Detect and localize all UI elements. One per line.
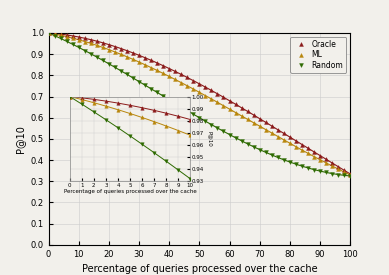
Random: [348, 174, 352, 178]
X-axis label: Percentage of queries processed over the cache: Percentage of queries processed over the…: [64, 189, 196, 194]
ML: [348, 173, 352, 177]
Random: [245, 142, 250, 145]
Legend: Oracle, ML, Random: Oracle, ML, Random: [290, 37, 346, 73]
Line: ML: ML: [47, 31, 352, 177]
Random: [113, 66, 117, 69]
Random: [342, 174, 347, 177]
X-axis label: Percentage of queries processed over the cache: Percentage of queries processed over the…: [82, 264, 317, 274]
Y-axis label: P@10: P@10: [15, 125, 25, 153]
Oracle: [46, 31, 51, 35]
Random: [46, 31, 51, 35]
ML: [46, 31, 51, 35]
ML: [143, 63, 147, 66]
Oracle: [342, 169, 347, 172]
Line: Oracle: Oracle: [47, 31, 352, 176]
ML: [263, 128, 268, 131]
ML: [137, 60, 142, 64]
Oracle: [348, 172, 352, 175]
Random: [143, 84, 147, 87]
ML: [342, 170, 347, 174]
Oracle: [113, 45, 117, 48]
Random: [137, 80, 142, 83]
Y-axis label: P@10: P@10: [207, 131, 212, 147]
ML: [113, 50, 117, 54]
Oracle: [143, 56, 147, 59]
Random: [263, 151, 268, 154]
Oracle: [245, 110, 250, 113]
Oracle: [137, 54, 142, 57]
ML: [245, 118, 250, 121]
Oracle: [263, 121, 268, 124]
Line: Random: Random: [47, 31, 352, 178]
